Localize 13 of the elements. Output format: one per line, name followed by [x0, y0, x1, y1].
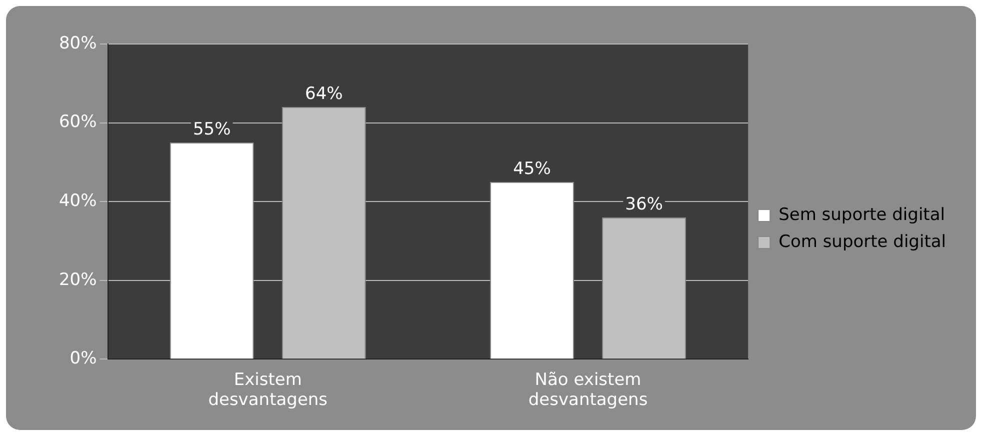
data-label: 64% [304, 84, 343, 104]
x-tick-label: Existem desvantagens [208, 370, 328, 410]
data-label: 45% [513, 158, 551, 179]
y-tick-label: 20% [58, 270, 97, 290]
x-tick-label: Não existem desvantagens [528, 370, 648, 410]
legend-label: Sem suporte digital [778, 204, 945, 225]
legend-label: Com suporte digital [778, 232, 946, 252]
y-tick-label: 0% [70, 348, 97, 369]
y-tick-label: 80% [58, 33, 97, 54]
y-tick-label: 40% [58, 191, 97, 212]
data-label: 36% [625, 194, 663, 214]
y-tick-label: 60% [58, 112, 97, 132]
data-label: 55% [192, 119, 231, 140]
